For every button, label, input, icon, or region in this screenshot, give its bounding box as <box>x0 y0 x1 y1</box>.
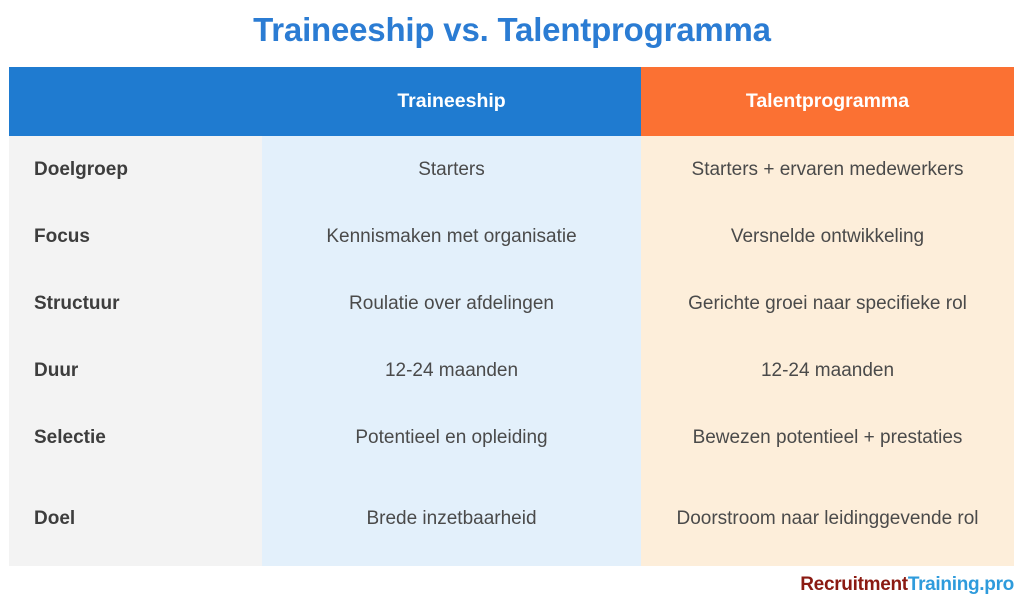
cell-traineeship-structuur: Roulatie over afdelingen <box>349 293 554 314</box>
cell-talentprogramma-doelgroep: Starters + ervaren medewerkers <box>691 159 964 180</box>
cell-traineeship-focus: Kennismaken met organisatie <box>326 226 577 247</box>
row-label-doel: Doel <box>34 507 76 529</box>
cell-talentprogramma-duur: 12-24 maanden <box>760 360 895 381</box>
brand-logo: RecruitmentTraining.pro <box>800 574 1014 596</box>
table-header-label-column <box>9 67 262 136</box>
comparison-table: Traineeship Talentprogramma Doelgroep Fo… <box>9 67 1014 566</box>
column-traineeship: Starters Kennismaken met organisatie Rou… <box>262 136 641 566</box>
brand-logo-recruitment: Recruitment <box>800 574 908 595</box>
brand-logo-training-pro: Training.pro <box>907 574 1014 595</box>
cell-talentprogramma-doel: Doorstroom naar leidinggevende rol <box>676 508 979 529</box>
table-header-row: Traineeship Talentprogramma <box>9 67 1014 136</box>
cell-talentprogramma-focus: Versnelde ontwikkeling <box>730 226 925 247</box>
column-talentprogramma: Starters + ervaren medewerkers Versnelde… <box>641 136 1014 566</box>
table-header-traineeship: Traineeship <box>262 67 641 136</box>
table-body: Doelgroep Focus Structuur Duur Selectie … <box>9 136 1014 566</box>
cell-talentprogramma-selectie: Bewezen potentieel + prestaties <box>692 427 963 448</box>
cell-traineeship-doelgroep: Starters <box>418 159 485 180</box>
column-criteria: Doelgroep Focus Structuur Duur Selectie … <box>9 136 262 566</box>
page-title: Traineeship vs. Talentprogramma <box>253 11 771 48</box>
row-label-doelgroep: Doelgroep <box>34 158 128 180</box>
row-label-focus: Focus <box>34 225 90 247</box>
cell-traineeship-selectie: Potentieel en opleiding <box>355 427 548 448</box>
cell-traineeship-duur: 12-24 maanden <box>384 360 519 381</box>
row-label-structuur: Structuur <box>34 292 120 314</box>
row-label-selectie: Selectie <box>34 426 106 448</box>
row-label-duur: Duur <box>34 359 79 381</box>
table-header-talentprogramma: Talentprogramma <box>641 67 1014 136</box>
cell-traineeship-doel: Brede inzetbaarheid <box>366 508 537 529</box>
cell-talentprogramma-structuur: Gerichte groei naar specifieke rol <box>688 293 967 314</box>
